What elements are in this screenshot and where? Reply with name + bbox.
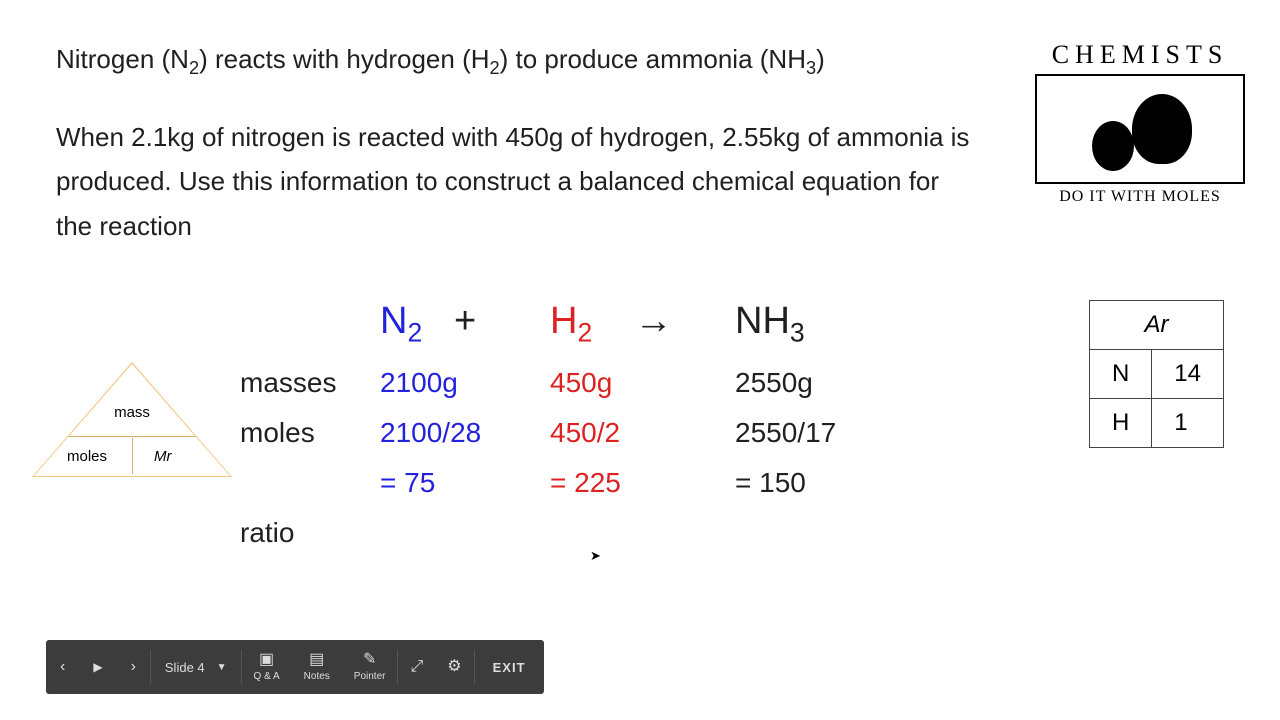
ar-val-1: 1 xyxy=(1152,399,1224,448)
slide-area: Nitrogen (N2) reacts with hydrogen (H2) … xyxy=(0,0,1280,720)
play-button[interactable]: ▶ xyxy=(79,640,116,694)
intro-text-4: ) xyxy=(816,44,825,74)
notes-label: Notes xyxy=(304,671,330,682)
eq-nh3-sub: 3 xyxy=(790,318,805,348)
triangle-hline xyxy=(68,436,196,437)
ratio-h2 xyxy=(550,517,735,549)
h2-mass: 450g xyxy=(550,367,735,399)
eq-n2: N2 + xyxy=(380,300,550,349)
triangle-top-label: mass xyxy=(32,404,232,421)
n2-moles-result: = 75 xyxy=(380,467,550,499)
table-row: H 1 xyxy=(1089,399,1223,448)
slide-number-label: Slide 4 xyxy=(165,660,205,675)
ar-val-0: 14 xyxy=(1152,350,1224,399)
eq-n2-sym: N xyxy=(380,300,407,342)
ar-el-0: N xyxy=(1089,350,1151,399)
logo-portrait-shape xyxy=(1132,94,1192,164)
play-icon: ▶ xyxy=(93,661,102,673)
n2-mass: 2100g xyxy=(380,367,550,399)
logo-title: CHEMISTS xyxy=(1035,40,1245,70)
intro-text-2: ) reacts with hydrogen (H xyxy=(199,44,489,74)
chevron-left-icon: ‹ xyxy=(60,659,65,675)
eq-h2-sym: H xyxy=(550,300,577,342)
mass-moles-mr-triangle: mass moles Mr xyxy=(32,362,232,482)
ratio-n2 xyxy=(380,517,550,549)
gear-icon: ⚙ xyxy=(447,659,461,675)
pointer-button[interactable]: ✎ Pointer xyxy=(342,640,398,694)
ar-el-1: H xyxy=(1089,399,1151,448)
nh3-moles-calc: 2550/17 xyxy=(735,417,905,449)
slide-selector[interactable]: Slide 4 ▼ xyxy=(151,640,241,694)
triangle-bottom-left-label: moles xyxy=(67,448,107,465)
eq-label-blank xyxy=(240,300,380,349)
eq-nh3: NH3 xyxy=(735,300,905,349)
table-row: N 14 xyxy=(1089,350,1223,399)
moles-blank xyxy=(240,467,380,499)
mouse-cursor-icon: ➤ xyxy=(590,548,601,564)
eq-n2-sub: 2 xyxy=(407,318,422,348)
eq-arrow: → xyxy=(634,300,672,342)
eq-nh3-sym: NH xyxy=(735,300,790,342)
chemists-logo: CHEMISTS DO IT WITH MOLES xyxy=(1035,40,1245,206)
exit-button[interactable]: EXIT xyxy=(475,640,544,694)
logo-image xyxy=(1035,74,1245,184)
pointer-label: Pointer xyxy=(354,671,386,682)
h2-moles-result: = 225 xyxy=(550,467,735,499)
chevron-right-icon: › xyxy=(131,659,136,675)
ar-header: Ar xyxy=(1089,301,1223,350)
ratio-label: ratio xyxy=(240,517,380,549)
logo-subtitle: DO IT WITH MOLES xyxy=(1035,188,1245,206)
nh3-mass: 2550g xyxy=(735,367,905,399)
exit-label: EXIT xyxy=(493,660,526,675)
chevron-down-icon: ▼ xyxy=(217,662,227,673)
intro-nh3-sub: 3 xyxy=(806,58,816,78)
eq-h2: H2 → xyxy=(550,300,735,349)
settings-button[interactable]: ⚙ xyxy=(435,640,473,694)
problem-text: When 2.1kg of nitrogen is reacted with 4… xyxy=(56,115,976,248)
ar-table: Ar N 14 H 1 xyxy=(1089,300,1224,448)
ratio-nh3 xyxy=(735,517,905,549)
masses-label: masses xyxy=(240,367,380,399)
presenter-toolbar: ‹ ▶ › Slide 4 ▼ ▣ Q & A ▤ Notes ✎ Pointe… xyxy=(46,640,544,694)
intro-text-3: ) to produce ammonia (NH xyxy=(500,44,806,74)
eq-plus: + xyxy=(454,300,476,342)
intro-h2-sub: 2 xyxy=(490,58,500,78)
triangle-bottom-right-label: Mr xyxy=(154,448,172,465)
collapse-icon: ⤢ xyxy=(410,659,423,675)
intro-n2-sub: 2 xyxy=(189,58,199,78)
pointer-icon: ✎ xyxy=(363,652,376,668)
notes-icon: ▤ xyxy=(309,652,324,668)
moles-label: moles xyxy=(240,417,380,449)
notes-button[interactable]: ▤ Notes xyxy=(292,640,342,694)
logo-portrait-shape2 xyxy=(1092,121,1134,171)
triangle-vline xyxy=(132,438,133,474)
prev-slide-button[interactable]: ‹ xyxy=(46,640,79,694)
nh3-moles-result: = 150 xyxy=(735,467,905,499)
qa-label: Q & A xyxy=(254,671,280,682)
exit-fullscreen-button[interactable]: ⤢ xyxy=(398,640,435,694)
chat-icon: ▣ xyxy=(259,652,274,668)
qa-button[interactable]: ▣ Q & A xyxy=(242,640,292,694)
eq-h2-sub: 2 xyxy=(577,318,592,348)
n2-moles-calc: 2100/28 xyxy=(380,417,550,449)
h2-moles-calc: 450/2 xyxy=(550,417,735,449)
next-slide-button[interactable]: › xyxy=(117,640,150,694)
intro-text-1: Nitrogen (N xyxy=(56,44,189,74)
working-grid: N2 + H2 → NH3 masses 2100g 450g 2550g mo… xyxy=(240,300,905,549)
